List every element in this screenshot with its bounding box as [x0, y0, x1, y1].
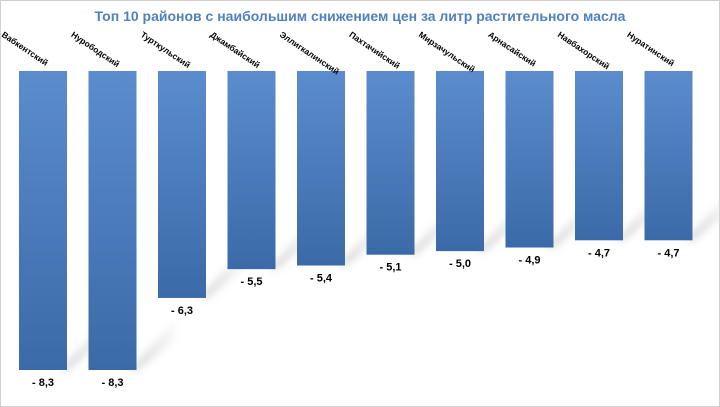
bar	[366, 71, 415, 255]
value-label: - 5,0	[449, 258, 471, 270]
category-label: Эллигкалинский	[278, 29, 341, 76]
category-label: Турткульский	[139, 29, 192, 70]
value-label: - 4,7	[588, 247, 610, 259]
category-label: Навбахорский	[556, 29, 612, 71]
value-label: - 8,3	[101, 377, 123, 389]
bar-shadow	[269, 217, 316, 270]
bar	[19, 71, 67, 370]
value-label: - 4,7	[657, 247, 679, 259]
value-label: - 6,3	[171, 305, 193, 317]
bar	[88, 71, 137, 370]
value-label: - 4,9	[518, 255, 540, 267]
bar-shadow	[130, 318, 177, 370]
value-label: - 5,4	[310, 273, 333, 285]
category-label: Джамбайский	[208, 29, 261, 70]
category-label: Пахтачийский	[347, 29, 402, 70]
bar	[297, 71, 345, 266]
category-label: Нурободский	[69, 29, 121, 69]
bar	[227, 71, 276, 270]
value-label: - 5,5	[240, 276, 262, 288]
bar	[575, 71, 623, 241]
bar	[158, 71, 206, 298]
category-label: Нуратинский	[625, 29, 676, 68]
category-label: Арнасайский	[486, 29, 538, 68]
bar-shadow	[686, 202, 720, 241]
bar	[436, 71, 484, 252]
bar	[644, 71, 693, 241]
value-label: - 5,1	[379, 262, 401, 274]
value-label: - 8,3	[32, 377, 54, 389]
bar	[505, 71, 554, 248]
category-label: Вабкентский	[0, 29, 50, 67]
chart-title: Топ 10 районов с наибольшим снижением це…	[94, 8, 626, 24]
category-label: Мирзачульский	[417, 29, 477, 74]
